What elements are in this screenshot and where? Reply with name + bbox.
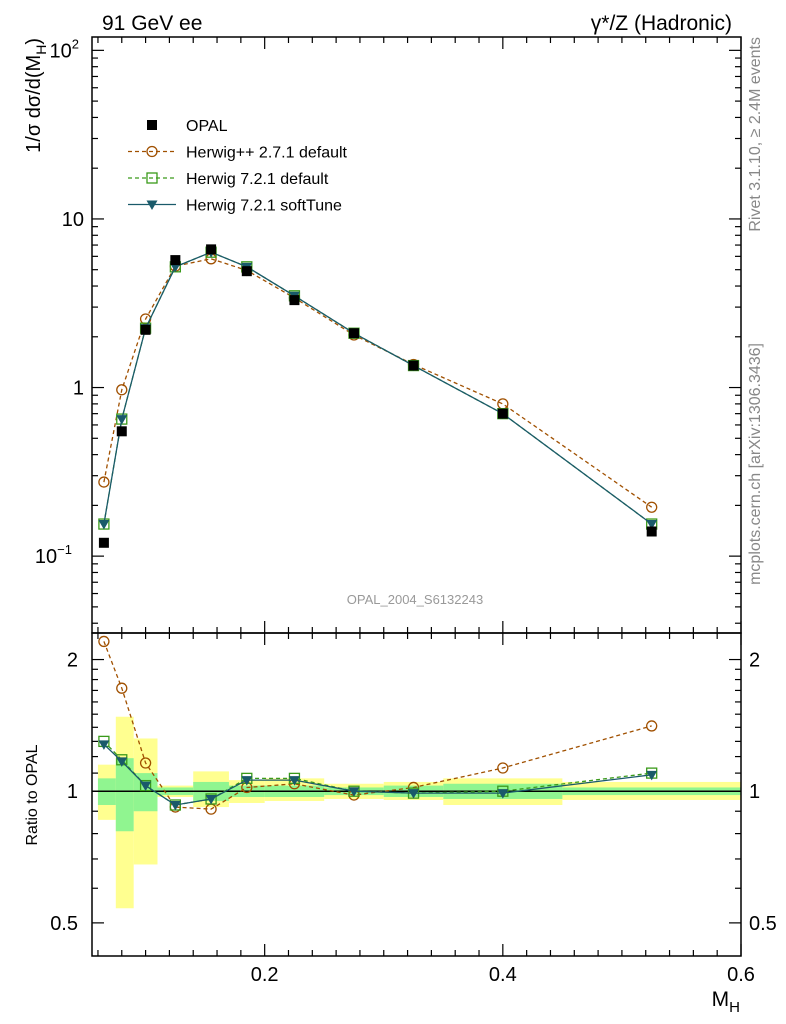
ratio-band-inner [133,773,158,812]
ratio-y-tick-label-right: 0.5 [749,913,777,935]
ratio-y-tick-label-right: 1 [749,781,760,803]
main-series-data-point [497,408,508,419]
ratio-series-triangle-point [116,757,128,767]
main-series-triangle-point [98,520,110,530]
ratio-y-tick-label: 2 [67,650,78,672]
ratio-series-triangle-point [98,740,110,750]
ratio-series-triangle-point [140,781,152,792]
ratio-y-tick-label: 1 [67,781,78,803]
x-axis-title: MH [712,988,740,1016]
ratio-series-triangle-point [497,789,509,799]
ratio-series-triangle-point [169,800,181,811]
legend-label: Herwig 7.2.1 softTune [186,198,342,215]
ratio-uncertainty-bands [97,716,741,909]
ratio-y-axis-title: Ratio to OPAL [24,744,41,845]
x-tick-label: 0.4 [489,964,517,986]
ratio-series-triangle-point [241,776,253,786]
ratio-series-circle-point [139,757,152,769]
ratio-series-triangle-point [646,770,658,781]
main-series-circle-point [646,501,658,513]
main-series-triangle-point [646,520,658,530]
main-series-data-point [116,426,127,437]
main-series-data-point [646,526,657,537]
ratio-series-circle-point [646,720,658,732]
ratio-series-triangle-point [288,776,300,786]
main-series-data-point [241,266,252,277]
legend-label: Herwig++ 2.7.1 default [186,145,348,162]
legend: OPAL Herwig++ 2.7.1 default Herwig 7.2.1 d… [128,118,348,215]
ratio-band-inner [115,758,134,832]
ratio-y-tick-label-right: 2 [749,650,760,672]
mcplots-label: mcplots.cern.ch [arXiv:1306.3436] [747,343,764,585]
legend-marker-square [146,172,158,184]
legend-marker-data [147,120,157,130]
main-series [98,244,658,548]
main-series-circle-line [103,258,653,508]
main-series-circle-point [497,398,509,410]
legend-label: Herwig 7.2.1 default [186,171,329,188]
main-series-circle-point [98,476,110,488]
main-y-tick-label: 10−1 [35,542,72,568]
analysis-label: OPAL_2004_S6132243 [347,592,483,607]
header-left: 91 GeV ee [102,12,202,35]
main-y-tick-label: 1 [73,378,84,400]
ratio-series-circle-line [103,641,652,810]
main-series-data-point [140,324,151,335]
x-tick-label: 0.2 [251,964,279,986]
ratio-series [98,635,658,815]
legend-label: OPAL [186,118,228,135]
main-y-tick-label: 102 [50,36,79,62]
main-series-circle-point [116,384,128,396]
ratio-series-triangle-point [348,787,360,797]
ratio-plot-frame [91,632,742,957]
main-series-data-point [348,328,359,339]
rivet-label: Rivet 3.1.10, ≥ 2.4M events [747,37,764,232]
main-series-data-point [289,295,300,306]
ratio-series-triangle-point [408,789,420,799]
x-tick-label: 0.6 [727,964,755,986]
main-series-data-point [206,244,217,255]
main-series-data-point [170,255,181,266]
ratio-series-triangle-point [205,794,217,805]
main-series-data-point [98,537,109,548]
ratio-y-tick-label: 0.5 [50,913,78,935]
main-series-data-point [408,360,419,371]
main-series-triangle-line [103,251,653,525]
legend-marker-triangle [146,200,158,210]
main-y-axis-title: 1/σ dσ/d(MH) [23,38,49,153]
header-right: γ*/Z (Hadronic) [591,12,732,35]
main-y-tick-label: 10 [62,209,84,231]
legend-marker-circle [146,145,158,158]
main-series-square-line [103,251,653,525]
ratio-series-circle-point [497,762,509,774]
main-series-triangle-point [169,262,181,273]
main-series-triangle-point [116,415,128,425]
ratio-series-circle-point [98,635,110,648]
ratio-series-circle-point [116,682,128,694]
